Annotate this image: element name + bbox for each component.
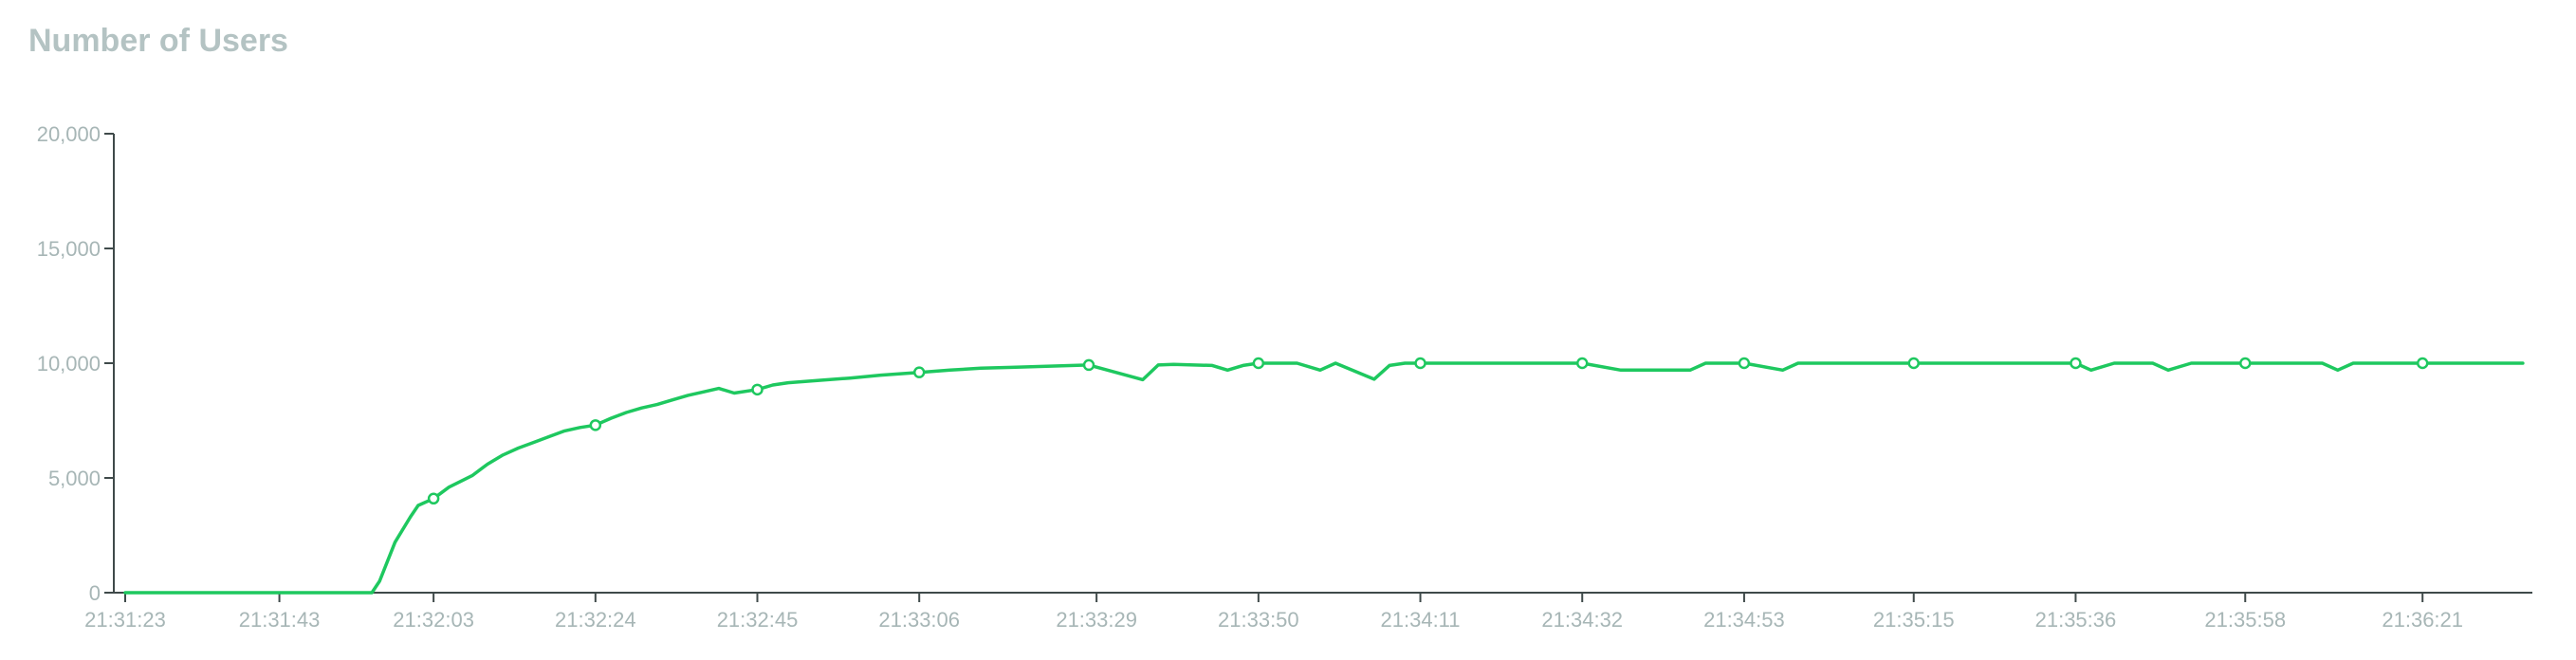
chart-title: Number of Users (28, 23, 288, 59)
y-axis-ticks: 0 5,000 10,000 15,000 20,000 (37, 122, 114, 605)
x-tick-label: 21:34:53 (1703, 608, 1785, 632)
data-point (1738, 357, 1751, 370)
x-tick-label: 21:31:23 (84, 608, 166, 632)
x-tick-label: 21:34:32 (1541, 608, 1623, 632)
y-tick-label: 10,000 (37, 352, 101, 376)
x-tick-label: 21:33:06 (878, 608, 960, 632)
x-tick-label: 21:32:03 (393, 608, 474, 632)
data-point (1082, 358, 1095, 372)
data-point (2239, 357, 2252, 370)
x-tick-label: 21:33:29 (1056, 608, 1137, 632)
x-tick-label: 21:36:21 (2382, 608, 2463, 632)
data-point (1575, 357, 1589, 370)
data-point (1907, 357, 1920, 370)
x-tick-label: 21:34:11 (1381, 608, 1461, 632)
users-series-line (123, 361, 2525, 595)
x-axis-ticks: 21:31:23 21:31:43 21:32:03 21:32:24 21:32:45… (84, 593, 2463, 632)
x-tick-label: 21:31:43 (239, 608, 321, 632)
data-point (1252, 357, 1265, 370)
data-point (589, 419, 602, 431)
x-tick-label: 21:32:24 (555, 608, 636, 632)
data-point (1414, 357, 1426, 370)
y-tick-label: 5,000 (48, 467, 101, 490)
x-tick-label: 21:35:15 (1873, 608, 1955, 632)
x-tick-label: 21:35:58 (2204, 608, 2286, 632)
data-point (2416, 357, 2429, 370)
y-tick-label: 20,000 (37, 122, 101, 146)
y-tick-label: 0 (89, 581, 101, 605)
data-point (751, 383, 764, 396)
data-point (912, 366, 926, 378)
series-markers (427, 357, 2429, 505)
data-point (2070, 357, 2082, 370)
x-tick-label: 21:35:36 (2035, 608, 2117, 632)
y-tick-label: 15,000 (37, 237, 101, 261)
x-tick-label: 21:33:50 (1218, 608, 1299, 632)
data-point (427, 492, 440, 505)
x-tick-label: 21:32:45 (717, 608, 799, 632)
